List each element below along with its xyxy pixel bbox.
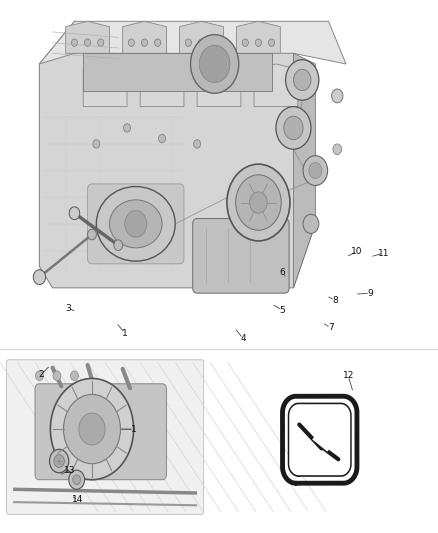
Circle shape [155, 39, 161, 46]
Text: 11: 11 [378, 249, 389, 257]
Circle shape [194, 140, 201, 148]
Circle shape [198, 39, 205, 46]
Text: 3: 3 [65, 304, 71, 312]
Ellipse shape [110, 200, 162, 248]
Circle shape [50, 378, 134, 480]
Circle shape [71, 371, 78, 381]
Circle shape [128, 39, 134, 46]
Circle shape [49, 449, 69, 473]
Circle shape [332, 89, 343, 103]
Circle shape [236, 175, 281, 230]
Text: 1: 1 [131, 425, 137, 433]
Circle shape [255, 39, 261, 46]
Text: 12: 12 [343, 372, 354, 380]
Circle shape [185, 39, 191, 46]
Polygon shape [66, 21, 110, 53]
Circle shape [114, 240, 123, 251]
Circle shape [64, 394, 120, 464]
Polygon shape [293, 53, 315, 288]
Circle shape [286, 60, 319, 100]
FancyBboxPatch shape [88, 184, 184, 264]
Circle shape [333, 144, 342, 155]
Circle shape [303, 214, 319, 233]
Circle shape [53, 371, 61, 381]
Circle shape [54, 455, 64, 467]
Circle shape [79, 413, 105, 445]
Circle shape [159, 134, 166, 143]
Polygon shape [254, 64, 298, 107]
Polygon shape [290, 405, 350, 474]
Polygon shape [83, 53, 272, 91]
Text: 13: 13 [64, 466, 75, 474]
Text: 5: 5 [279, 306, 286, 314]
Polygon shape [123, 21, 166, 53]
Circle shape [69, 207, 80, 220]
Circle shape [124, 124, 131, 132]
Polygon shape [83, 64, 127, 107]
Text: 8: 8 [332, 296, 338, 304]
Circle shape [309, 163, 322, 179]
Circle shape [69, 470, 85, 489]
Circle shape [85, 39, 91, 46]
Polygon shape [237, 21, 280, 53]
Circle shape [141, 39, 148, 46]
FancyBboxPatch shape [193, 219, 289, 293]
Circle shape [284, 116, 303, 140]
Circle shape [242, 39, 248, 46]
Circle shape [93, 140, 100, 148]
Text: 2: 2 [39, 370, 44, 378]
Text: 14: 14 [72, 496, 84, 504]
Text: 4: 4 [240, 334, 246, 343]
Circle shape [293, 69, 311, 91]
Text: 10: 10 [351, 247, 363, 256]
Text: 1: 1 [122, 329, 128, 337]
Circle shape [212, 39, 218, 46]
Text: 7: 7 [328, 324, 334, 332]
Circle shape [227, 164, 290, 241]
FancyBboxPatch shape [7, 360, 204, 514]
Polygon shape [180, 21, 223, 53]
Ellipse shape [96, 187, 175, 261]
Circle shape [199, 45, 230, 83]
Circle shape [71, 39, 78, 46]
Circle shape [268, 39, 275, 46]
Circle shape [191, 35, 239, 93]
Polygon shape [140, 64, 184, 107]
Circle shape [125, 211, 147, 237]
Circle shape [250, 192, 267, 213]
Text: 9: 9 [367, 289, 373, 297]
Polygon shape [197, 64, 241, 107]
Circle shape [276, 107, 311, 149]
Circle shape [73, 475, 81, 484]
Text: 6: 6 [279, 269, 286, 277]
Circle shape [33, 270, 46, 285]
Circle shape [35, 371, 43, 381]
Polygon shape [39, 21, 315, 288]
Circle shape [88, 229, 96, 240]
Circle shape [98, 39, 104, 46]
Circle shape [303, 156, 328, 185]
FancyBboxPatch shape [35, 384, 166, 480]
Polygon shape [39, 21, 346, 64]
